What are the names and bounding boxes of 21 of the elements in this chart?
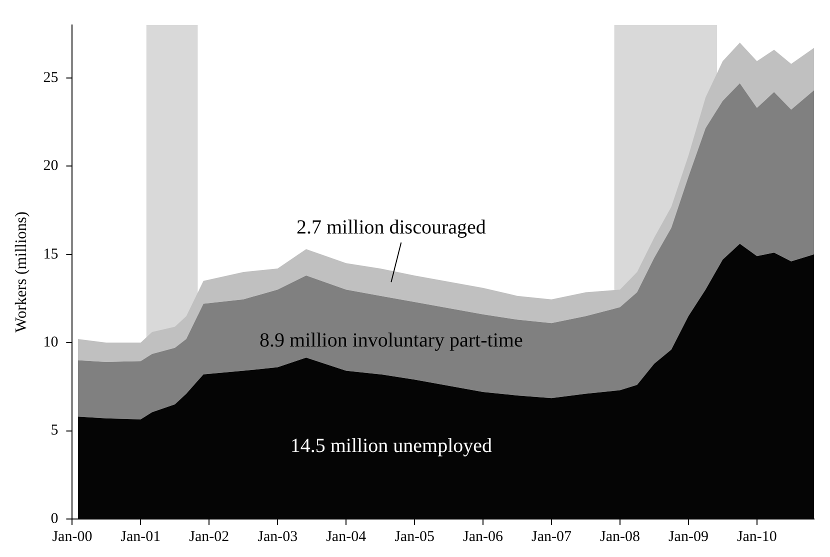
y-tick-label: 15 <box>43 246 58 262</box>
annotation: 14.5 million unemployed <box>290 434 492 457</box>
x-tick-label: Jan-01 <box>120 528 161 545</box>
y-tick-label: 0 <box>50 510 58 527</box>
y-tick-label: 5 <box>50 422 58 439</box>
x-tick-label: Jan-00 <box>52 528 92 545</box>
y-tick-label: 25 <box>43 70 58 86</box>
y-tick-label: 10 <box>43 334 58 351</box>
x-tick-label: Jan-09 <box>668 528 708 545</box>
y-axis-title: Workers (millions) <box>12 212 30 332</box>
y-tick-label: 20 <box>43 158 58 174</box>
x-tick-label: Jan-08 <box>600 528 640 545</box>
annotation: 2.7 million discouraged <box>296 216 486 239</box>
x-tick-label: Jan-03 <box>258 528 298 545</box>
x-tick-label: Jan-10 <box>736 528 777 545</box>
annotation: 8.9 million involuntary part-time <box>260 329 523 352</box>
x-tick-label: Jan-04 <box>326 528 367 545</box>
x-tick-label: Jan-07 <box>532 528 572 545</box>
x-tick-label: Jan-02 <box>189 528 230 545</box>
x-tick-label: Jan-05 <box>394 528 435 545</box>
x-tick-label: Jan-06 <box>463 528 504 545</box>
